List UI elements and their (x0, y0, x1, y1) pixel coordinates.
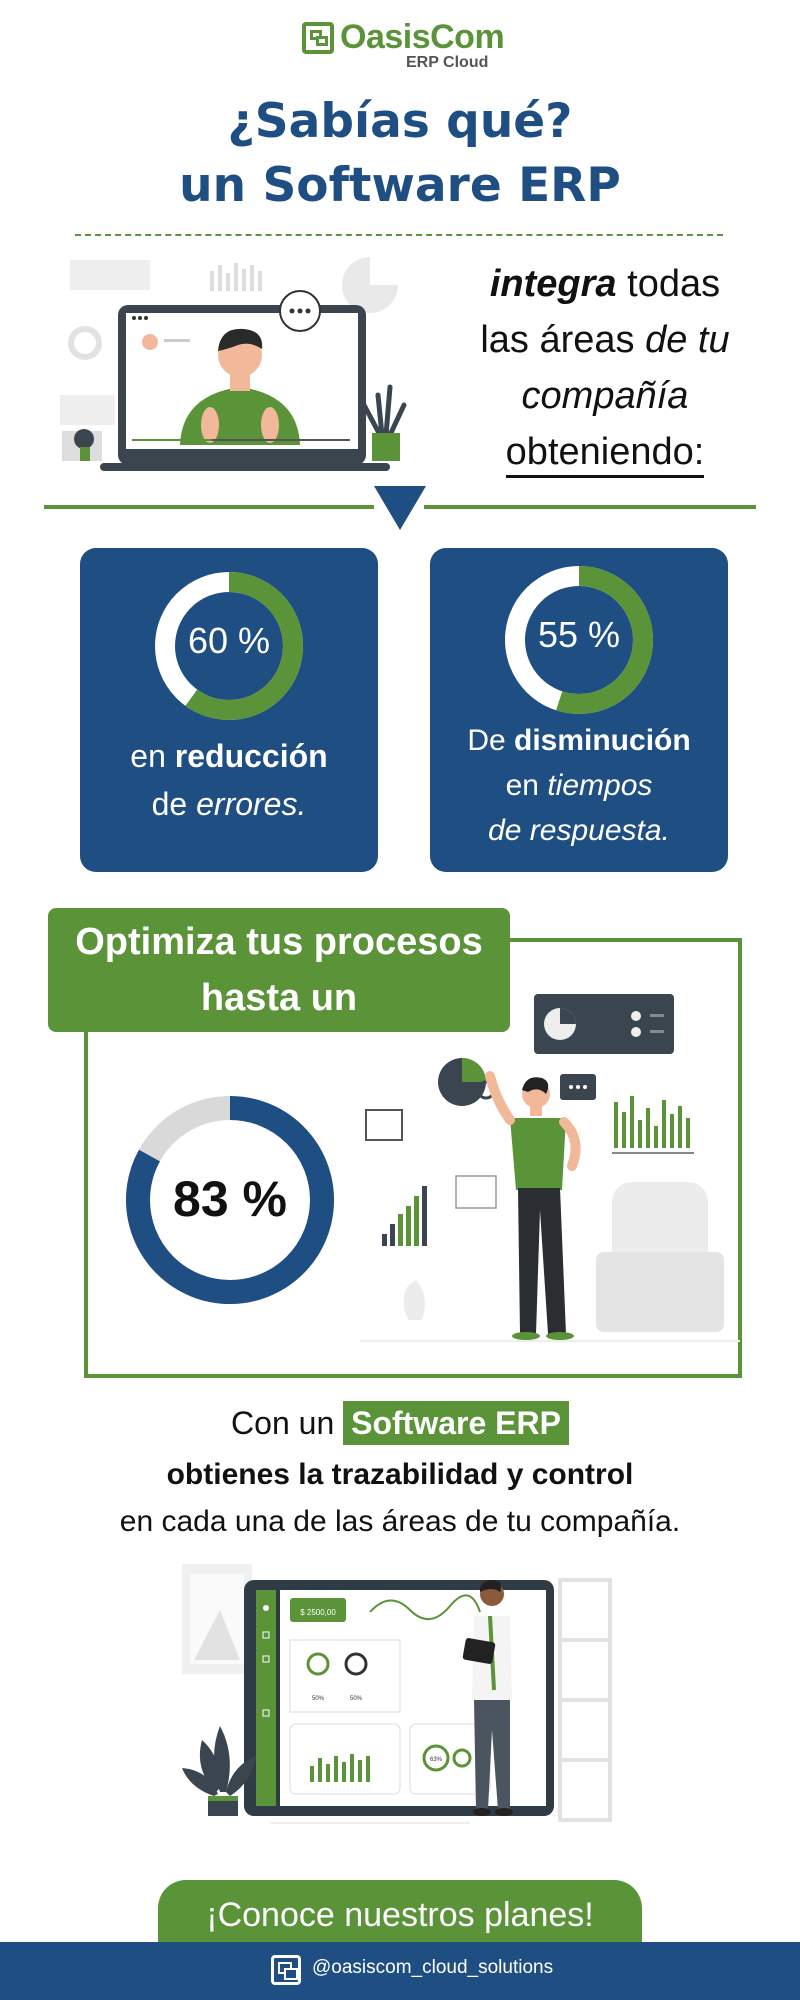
donut-arc-60 (155, 572, 303, 720)
dashboard-amount: $ 2500,00 (300, 1608, 336, 1617)
brand-subtitle: ERP Cloud (406, 54, 489, 71)
plans-button[interactable]: ¡Conoce nuestros planes! (158, 1880, 642, 1946)
donut-chart-60 (155, 572, 303, 720)
intro-part2-italic: de tu (645, 319, 730, 361)
stat-value: 60 % (187, 620, 271, 661)
dashboard-pct-b: 50% (350, 1696, 363, 1702)
trace-line1: Con un Software ERP (0, 1401, 800, 1445)
caption-plain-2: en (505, 769, 548, 802)
optimize-line2: hasta un (200, 977, 358, 1019)
brand-name: OasisCom (340, 18, 505, 56)
optimize-line1: Optimiza tus procesos (75, 921, 483, 963)
intro-part4: obteniendo: (505, 431, 705, 478)
caption-bold: disminución (514, 724, 691, 757)
caption-bold: reducción (174, 738, 328, 774)
social-handle[interactable]: @oasiscom_cloud_solutions (312, 1957, 554, 1978)
donut-chart-83 (126, 1096, 334, 1304)
stat-value: 55 % (537, 614, 621, 655)
intro-part2: las áreas (480, 319, 646, 361)
stat-caption: De disminución en tiempos de respuesta. (430, 718, 728, 853)
dashboard-illustration: $ 2500,00 50% 50% 63% (182, 1564, 612, 1824)
caption-italic: errores. (196, 786, 307, 822)
caption-plain: De (467, 724, 514, 757)
dashboard-pct-a: 50% (312, 1696, 325, 1702)
dashboard-pct-c: 63% (430, 1757, 443, 1763)
stat-caption: en reducción de errores. (80, 732, 378, 828)
stat-card-errors: 60 % en reducción de errores. (80, 548, 378, 872)
donut-arc-55 (505, 566, 653, 714)
donut-chart-55 (505, 566, 653, 714)
oasiscom-logo-icon (271, 1955, 301, 1985)
trace-highlight: Software ERP (343, 1401, 569, 1445)
donut-arc-83 (126, 1096, 334, 1304)
analyst-illustration (360, 994, 740, 1342)
intro-bold: integra (489, 263, 617, 305)
section-divider-left (44, 505, 374, 509)
caption-italic: tiempos (547, 769, 653, 802)
caption-plain-2: de (151, 786, 197, 822)
caption-italic-2: de respuesta. (488, 814, 670, 847)
stat-card-response-time: 55 % De disminución en tiempos de respue… (430, 548, 728, 872)
video-call-illustration (60, 257, 407, 471)
trace-line3: en cada una de las áreas de tu compañía. (119, 1505, 681, 1538)
footer-bar (0, 1942, 800, 2000)
oasiscom-logo-icon (302, 22, 334, 54)
section-divider-right (424, 505, 756, 509)
caption-plain: en (130, 738, 175, 774)
headline-line1: ¿Sabías qué? (227, 94, 573, 149)
intro-part3: compañía (521, 375, 689, 417)
brand-logo: OasisCom ERP Cloud (302, 18, 505, 72)
optimize-value: 83 % (173, 1171, 287, 1227)
down-triangle-icon (374, 486, 426, 530)
optimize-heading: Optimiza tus procesos hasta un (48, 908, 510, 1032)
headline-line2: un Software ERP (179, 158, 621, 213)
trace-lead: Con un (231, 1405, 344, 1441)
intro-text: integra todas las áreas de tu compañía o… (440, 256, 770, 480)
intro-part1: todas (616, 263, 721, 305)
dashed-divider (75, 234, 723, 236)
trace-line2: obtienes la trazabilidad y control (166, 1458, 634, 1491)
